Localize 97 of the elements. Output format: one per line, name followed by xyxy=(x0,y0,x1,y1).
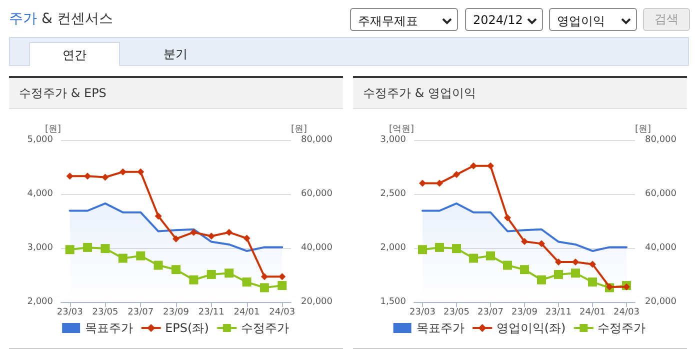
point xyxy=(189,275,198,284)
x-tick-label: 23/07 xyxy=(128,308,154,318)
text: 분기 xyxy=(162,46,188,63)
point xyxy=(137,168,144,176)
point xyxy=(154,260,163,270)
point xyxy=(66,172,74,180)
point xyxy=(538,240,545,248)
point xyxy=(537,275,546,284)
y2-tick-label: 60,000 xyxy=(645,189,677,199)
point xyxy=(487,162,494,170)
x-tick-label: 23/03 xyxy=(56,308,83,318)
y-tick-label: 2,500 xyxy=(380,189,406,199)
y-tick-label: 2,000 xyxy=(27,297,54,307)
legend-label: EPS(좌) xyxy=(165,321,209,335)
point xyxy=(260,273,268,280)
point xyxy=(486,251,495,260)
legend-label: 수정주가 xyxy=(240,321,289,335)
point xyxy=(154,212,162,220)
point xyxy=(278,273,286,280)
point xyxy=(435,242,444,252)
point xyxy=(172,265,180,274)
x-tick-label: 23/05 xyxy=(444,308,470,318)
y-tick-label: 4,000 xyxy=(27,189,54,199)
point xyxy=(172,235,180,242)
x-tick-label: 24/01 xyxy=(580,308,606,318)
point xyxy=(453,171,460,178)
y-axis-title: [원] xyxy=(44,124,61,134)
legend-label: 수정주가 xyxy=(598,321,646,335)
point xyxy=(118,254,128,263)
point xyxy=(226,228,233,236)
legend-label: 목표주가 xyxy=(85,321,134,335)
x-tick-label: 23/05 xyxy=(92,308,118,318)
point xyxy=(190,228,198,236)
point xyxy=(278,281,287,290)
x-tick-label: 23/09 xyxy=(512,308,538,318)
point xyxy=(224,268,234,278)
point xyxy=(206,270,216,279)
legend-label: 목표주가 xyxy=(416,321,464,335)
text: 검색 xyxy=(643,8,690,31)
text: 주재무제표 xyxy=(358,13,418,30)
y-tick-label: 1,500 xyxy=(380,297,406,307)
point xyxy=(452,244,461,254)
chart-title: 수정주가 & EPS xyxy=(9,78,343,109)
y2-tick-label: 80,000 xyxy=(645,135,677,145)
point xyxy=(571,268,580,278)
text: 2024/12 xyxy=(473,13,523,27)
point xyxy=(520,265,529,274)
text: 연간 xyxy=(29,42,120,66)
x-tick-label: 23/09 xyxy=(163,308,190,318)
x-tick-label: 23/11 xyxy=(198,308,224,318)
x-tick-label: 24/03 xyxy=(269,308,296,318)
text: 영업이익 xyxy=(557,13,605,30)
x-tick-label: 23/11 xyxy=(546,308,572,318)
y2-tick-label: 40,000 xyxy=(645,243,677,253)
point xyxy=(260,283,269,292)
point xyxy=(469,254,478,263)
y2-tick-label: 80,000 xyxy=(301,135,333,145)
y2-tick-label: 60,000 xyxy=(301,189,333,199)
point xyxy=(504,214,511,222)
point xyxy=(119,168,126,176)
point xyxy=(436,180,443,187)
point xyxy=(418,245,427,254)
point xyxy=(419,180,426,187)
point xyxy=(503,260,512,270)
y-tick-label: 3,000 xyxy=(27,243,54,253)
point xyxy=(100,244,110,254)
point xyxy=(470,162,477,170)
point xyxy=(588,278,597,287)
y2-axis-title: [원] xyxy=(635,124,652,134)
point xyxy=(572,258,579,266)
y2-tick-label: 40,000 xyxy=(301,243,333,253)
legend-label: 영업이익(좌) xyxy=(496,321,566,335)
y-tick-label: 3,000 xyxy=(380,135,406,145)
y-tick-label: 5,000 xyxy=(27,135,54,145)
point xyxy=(83,242,92,252)
point xyxy=(554,270,563,279)
point xyxy=(555,258,562,266)
point xyxy=(208,232,215,240)
point xyxy=(242,278,252,287)
y2-tick-label: 20,000 xyxy=(301,297,333,307)
point xyxy=(243,234,250,242)
point xyxy=(136,251,146,260)
point xyxy=(65,245,74,254)
y2-axis-title: [원] xyxy=(291,124,308,134)
chart-title: 수정주가 & 영업이익 xyxy=(353,78,687,109)
x-tick-label: 23/03 xyxy=(410,308,436,318)
point xyxy=(521,238,528,246)
point xyxy=(84,172,92,180)
y2-tick-label: 20,000 xyxy=(645,297,677,307)
x-tick-label: 24/01 xyxy=(234,308,260,318)
point xyxy=(102,174,109,181)
point xyxy=(589,260,596,268)
x-tick-label: 23/07 xyxy=(478,308,504,318)
y-axis-title: [억원] xyxy=(388,124,414,134)
x-tick-label: 24/03 xyxy=(614,308,640,318)
text: 주가 & 컨센서스 xyxy=(9,10,113,28)
y-tick-label: 2,000 xyxy=(380,243,406,253)
